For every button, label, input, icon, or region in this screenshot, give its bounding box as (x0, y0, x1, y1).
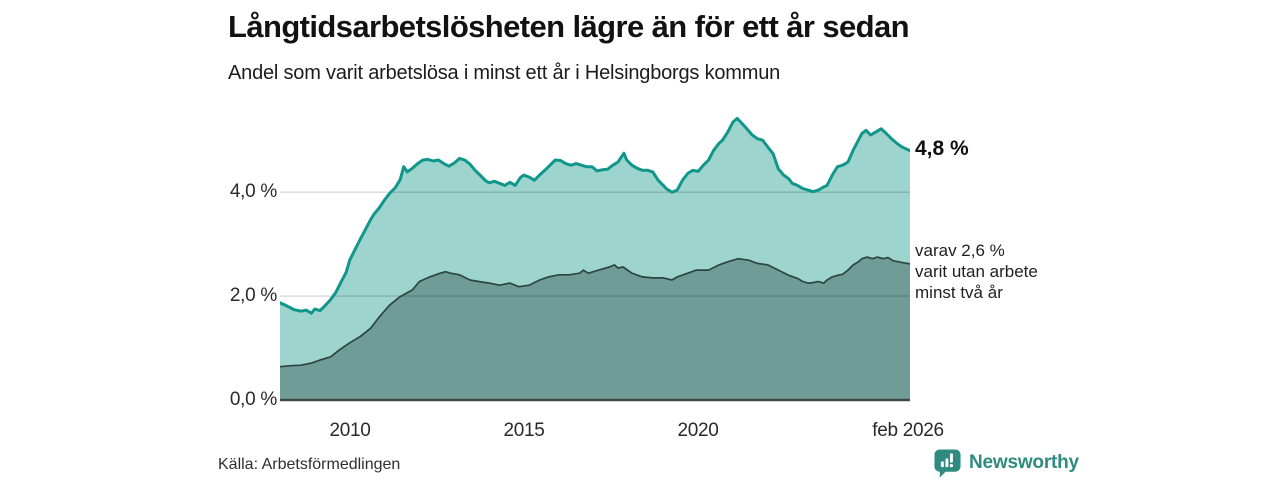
page-title: Långtidsarbetslösheten lägre än för ett … (228, 9, 910, 44)
end-value-label: 4,8 % (915, 137, 969, 160)
area-fill-1 (280, 257, 910, 400)
y-axis-tick-2: 2,0 % (229, 285, 277, 306)
x-axis-tick-2010: 2010 (329, 420, 371, 441)
series-line-1 (280, 256, 910, 368)
y-axis-tick-4: 4,0 % (229, 181, 277, 202)
newsworthy-logo: Newsworthy (933, 448, 1079, 478)
x-axis-tick-2020: 2020 (677, 420, 719, 441)
page-subtitle: Andel som varit arbetslösa i minst ett å… (228, 62, 781, 84)
x-axis-tick-feb-2026: feb 2026 (872, 420, 944, 441)
secondary-series-label: varav 2,6 % varit utan arbete minst två … (915, 240, 1038, 303)
y-axis-tick-0: 0,0 % (229, 389, 277, 410)
source-credit: Källa: Arbetsförmedlingen (218, 456, 401, 473)
newsworthy-wordmark: Newsworthy (969, 452, 1079, 473)
secondary-series-label-line2: varit utan arbete (915, 262, 1038, 281)
x-axis-tick-2015: 2015 (503, 420, 545, 441)
secondary-series-label-line1: varav 2,6 % (915, 241, 1005, 260)
exclamation-bar (950, 453, 953, 463)
newsworthy-pin-icon (934, 449, 961, 478)
bar-small (940, 461, 944, 468)
series-line-0 (280, 116, 910, 315)
bar-medium (945, 458, 949, 468)
secondary-series-label-line3: minst två år (915, 283, 1003, 302)
exclamation-dot (949, 463, 954, 468)
area-chart (280, 116, 910, 402)
